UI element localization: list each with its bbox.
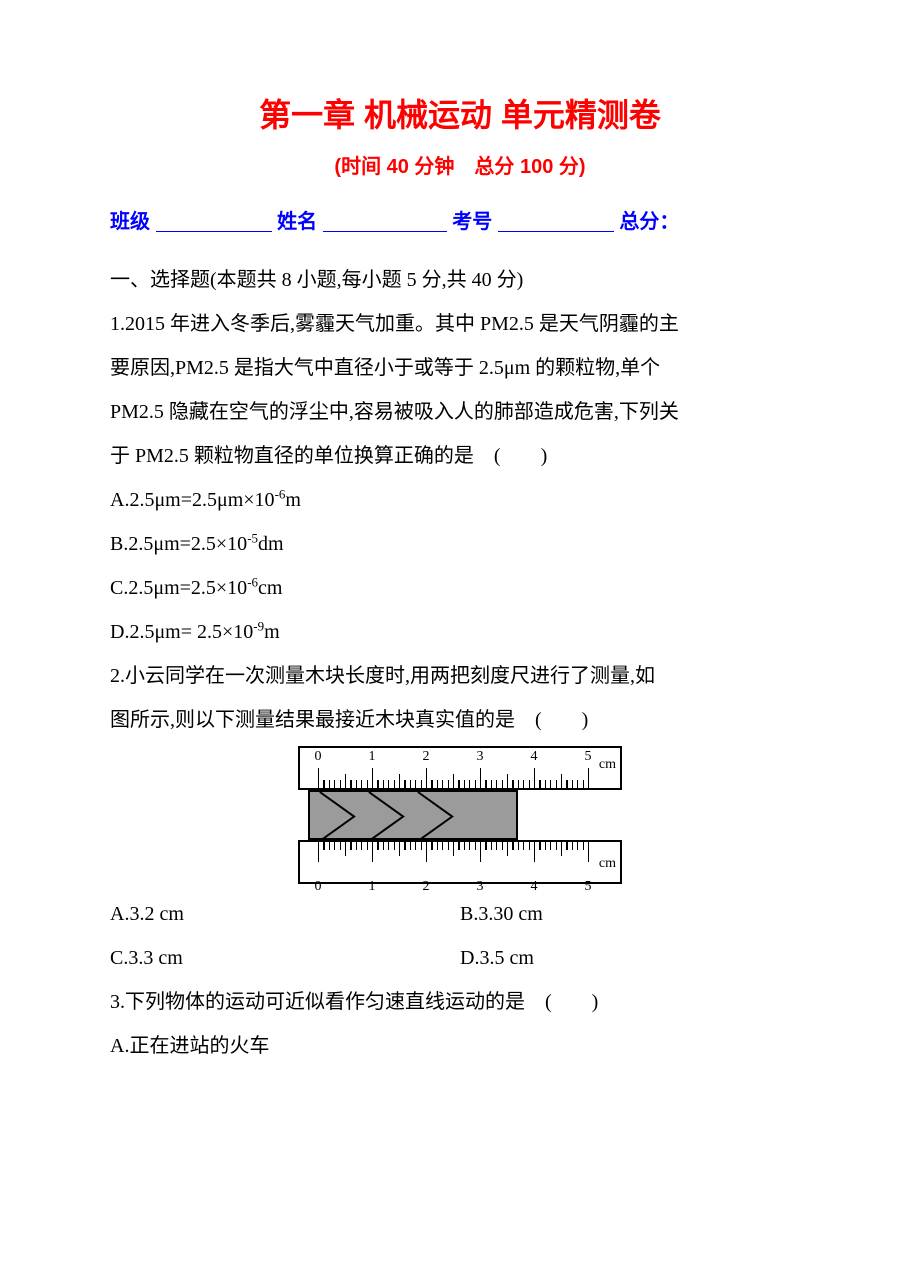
section-1-heading: 一、选择题(本题共 8 小题,每小题 5 分,共 40 分): [110, 258, 810, 302]
ruler-number: 0: [315, 750, 322, 764]
q1-optB-post: dm: [258, 533, 284, 555]
q1-optA-sup: -6: [275, 486, 286, 501]
wood-grain-icon: [310, 792, 516, 840]
q1-optC: C.2.5μm=2.5×10-6cm: [110, 566, 810, 610]
ruler-number: 1: [369, 750, 376, 764]
wood-block: [308, 790, 518, 840]
q2-optB: B.3.30 cm: [460, 892, 810, 936]
q2-optD: D.3.5 cm: [460, 936, 810, 980]
q1-optC-post: cm: [258, 577, 282, 599]
q2-figure: 012345 cm 012345 cm: [110, 746, 810, 884]
class-label: 班级: [110, 211, 150, 233]
answer-paren-close: ): [541, 445, 548, 467]
q2-optA: A.3.2 cm: [110, 892, 460, 936]
q1-line3: PM2.5 隐藏在空气的浮尘中,容易被吸入人的肺部造成危害,下列关: [110, 390, 810, 434]
ruler-top-ticks: [300, 766, 620, 788]
ruler-number: 4: [531, 750, 538, 764]
body-text: 一、选择题(本题共 8 小题,每小题 5 分,共 40 分) 1.2015 年进…: [110, 258, 810, 1068]
ruler-number: 5: [585, 880, 592, 894]
number-blank[interactable]: [498, 209, 614, 232]
class-blank[interactable]: [156, 209, 272, 232]
page: 第一章 机械运动 单元精测卷 (时间 40 分钟 总分 100 分) 班级 姓名…: [0, 0, 920, 1274]
q1-optC-pre: C.2.5μm=2.5×10: [110, 577, 247, 599]
q1-line4: 于 PM2.5 颗粒物直径的单位换算正确的是 ( ): [110, 434, 810, 478]
ruler-bottom-unit: cm: [599, 849, 616, 880]
q3-line1: 3.下列物体的运动可近似看作匀速直线运动的是 ( ): [110, 980, 810, 1024]
ruler-number: 5: [585, 750, 592, 764]
ruler-bottom: 012345 cm: [298, 840, 622, 884]
answer-paren-close: ): [582, 709, 589, 731]
answer-paren-open: (: [545, 991, 552, 1013]
q2-line2-text: 图所示,则以下测量结果最接近木块真实值的是: [110, 709, 535, 731]
ruler-number: 0: [315, 880, 322, 894]
q3-line1-text: 3.下列物体的运动可近似看作匀速直线运动的是: [110, 991, 545, 1013]
q2-options-row1: A.3.2 cm B.3.30 cm: [110, 892, 810, 936]
ruler-number: 4: [531, 880, 538, 894]
answer-paren-close: ): [592, 991, 599, 1013]
ruler-bottom-ticks: [300, 842, 620, 864]
ruler-number: 3: [477, 880, 484, 894]
q2-options-row2: C.3.3 cm D.3.5 cm: [110, 936, 810, 980]
q1-optD-sup: -9: [253, 618, 264, 633]
number-label: 考号: [452, 211, 492, 233]
q1-optB-sup: -5: [247, 530, 258, 545]
ruler-number: 2: [423, 750, 430, 764]
q2-line2: 图所示,则以下测量结果最接近木块真实值的是 ( ): [110, 698, 810, 742]
q1-optB-pre: B.2.5μm=2.5×10: [110, 533, 247, 555]
q1-optA-pre: A.2.5μm=2.5μm×10: [110, 489, 275, 511]
name-blank[interactable]: [323, 209, 447, 232]
q1-optB: B.2.5μm=2.5×10-5dm: [110, 522, 810, 566]
q3-optA: A.正在进站的火车: [110, 1024, 810, 1068]
name-label: 姓名: [277, 211, 317, 233]
q1-optC-sup: -6: [247, 574, 258, 589]
ruler-number: 2: [423, 880, 430, 894]
ruler-number: 3: [477, 750, 484, 764]
q2-optC: C.3.3 cm: [110, 936, 460, 980]
q2-line1: 2.小云同学在一次测量木块长度时,用两把刻度尺进行了测量,如: [110, 654, 810, 698]
answer-paren-open: (: [535, 709, 542, 731]
ruler-top: 012345 cm: [298, 746, 622, 790]
q1-optD-pre: D.2.5μm= 2.5×10: [110, 621, 253, 643]
exam-title: 第一章 机械运动 单元精测卷: [110, 90, 810, 136]
q1-optA: A.2.5μm=2.5μm×10-6m: [110, 478, 810, 522]
ruler-number: 1: [369, 880, 376, 894]
q1-optD-post: m: [264, 621, 280, 643]
q1-line4-text: 于 PM2.5 颗粒物直径的单位换算正确的是: [110, 445, 494, 467]
q1-line1: 1.2015 年进入冬季后,雾霾天气加重。其中 PM2.5 是天气阴霾的主: [110, 302, 810, 346]
answer-paren-open: (: [494, 445, 501, 467]
q1-line2: 要原因,PM2.5 是指大气中直径小于或等于 2.5μm 的颗粒物,单个: [110, 346, 810, 390]
score-label: 总分：: [619, 211, 679, 233]
student-info-line: 班级 姓名 考号 总分：: [110, 205, 810, 234]
exam-subtitle: (时间 40 分钟 总分 100 分): [110, 150, 810, 179]
q1-optA-post: m: [285, 489, 301, 511]
q1-optD: D.2.5μm= 2.5×10-9m: [110, 610, 810, 654]
